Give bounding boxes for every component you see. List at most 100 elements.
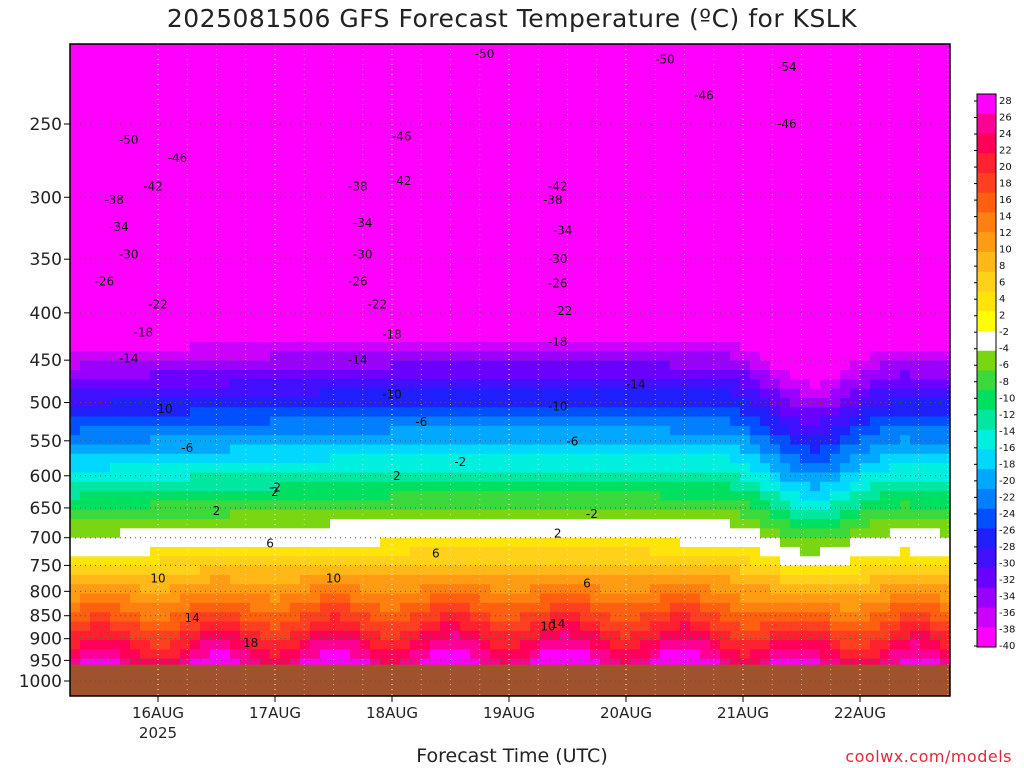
field-cell xyxy=(410,127,421,138)
field-cell xyxy=(370,435,381,446)
field-cell xyxy=(530,630,541,641)
field-cell xyxy=(460,612,471,623)
field-cell xyxy=(780,258,791,269)
field-cell xyxy=(330,193,341,203)
field-cell xyxy=(500,239,511,250)
field-cell xyxy=(80,286,91,297)
field-cell xyxy=(300,379,311,390)
field-cell xyxy=(220,407,231,418)
field-cell xyxy=(150,612,161,623)
field-cell xyxy=(320,472,331,483)
field-cell xyxy=(250,593,261,604)
field-cell xyxy=(750,593,761,604)
field-cell xyxy=(480,602,491,613)
field-cell xyxy=(70,407,81,418)
field-cell xyxy=(110,342,121,352)
field-cell xyxy=(140,71,151,82)
field-cell xyxy=(80,574,91,585)
field-cell xyxy=(140,62,151,73)
field-cell xyxy=(510,211,521,222)
field-cell xyxy=(670,379,681,390)
field-cell xyxy=(300,491,311,501)
field-cell xyxy=(770,435,781,446)
field-cell xyxy=(510,155,521,166)
field-cell xyxy=(410,640,421,651)
field-cell xyxy=(360,537,371,548)
field-cell xyxy=(320,658,331,669)
field-cell xyxy=(350,351,361,362)
field-cell xyxy=(640,183,651,194)
field-cell xyxy=(320,565,331,576)
field-cell xyxy=(210,53,221,64)
field-cell xyxy=(340,491,351,501)
field-cell xyxy=(410,230,421,241)
field-cell xyxy=(620,81,631,92)
field-cell xyxy=(510,565,521,576)
field-cell xyxy=(180,435,191,446)
field-cell xyxy=(590,630,601,641)
field-cell xyxy=(530,360,541,371)
field-cell xyxy=(290,379,301,390)
field-cell xyxy=(260,258,271,269)
field-cell xyxy=(640,90,651,101)
field-cell xyxy=(120,593,131,604)
field-cell xyxy=(730,155,741,166)
field-cell xyxy=(380,658,391,669)
field-cell xyxy=(460,509,471,520)
field-cell xyxy=(250,323,261,334)
field-cell xyxy=(210,351,221,362)
field-cell xyxy=(690,44,701,54)
field-cell xyxy=(110,99,121,110)
field-cell xyxy=(320,276,331,287)
field-cell xyxy=(360,165,371,175)
field-cell xyxy=(300,425,311,436)
field-cell xyxy=(500,556,511,567)
field-cell xyxy=(370,630,381,641)
field-cell xyxy=(600,211,611,222)
field-cell xyxy=(190,276,201,287)
field-cell xyxy=(130,491,141,501)
field-cell xyxy=(700,174,711,185)
field-cell xyxy=(630,416,641,427)
field-cell xyxy=(240,155,251,166)
field-cell xyxy=(380,62,391,73)
field-cell xyxy=(200,342,211,352)
field-cell xyxy=(550,379,561,390)
field-cell xyxy=(330,463,341,474)
field-cell xyxy=(470,621,481,632)
field-cell xyxy=(780,239,791,250)
field-cell xyxy=(200,602,211,613)
field-cell xyxy=(280,621,291,632)
field-cell xyxy=(260,472,271,483)
field-cell xyxy=(770,314,781,325)
field-cell xyxy=(770,528,781,539)
field-cell xyxy=(210,127,221,138)
field-cell xyxy=(390,463,401,474)
field-cell xyxy=(210,649,221,660)
field-cell xyxy=(210,230,221,241)
field-cell xyxy=(430,509,441,520)
field-cell xyxy=(540,323,551,334)
field-cell xyxy=(510,658,521,669)
field-cell xyxy=(200,640,211,651)
field-cell xyxy=(630,258,641,269)
field-cell xyxy=(650,472,661,483)
field-cell xyxy=(480,342,491,352)
field-cell xyxy=(170,193,181,203)
field-cell xyxy=(80,602,91,613)
field-cell xyxy=(80,658,91,669)
field-cell xyxy=(660,472,671,483)
field-cell xyxy=(460,425,471,436)
field-cell xyxy=(390,127,401,138)
field-cell xyxy=(170,239,181,250)
field-cell xyxy=(310,528,321,539)
field-cell xyxy=(380,556,391,567)
field-cell xyxy=(540,276,551,287)
field-cell xyxy=(560,388,571,399)
field-cell xyxy=(590,109,601,120)
field-cell xyxy=(440,99,451,110)
field-cell xyxy=(560,323,571,334)
field-cell xyxy=(410,137,421,148)
field-cell xyxy=(390,267,401,278)
field-cell xyxy=(150,127,161,138)
